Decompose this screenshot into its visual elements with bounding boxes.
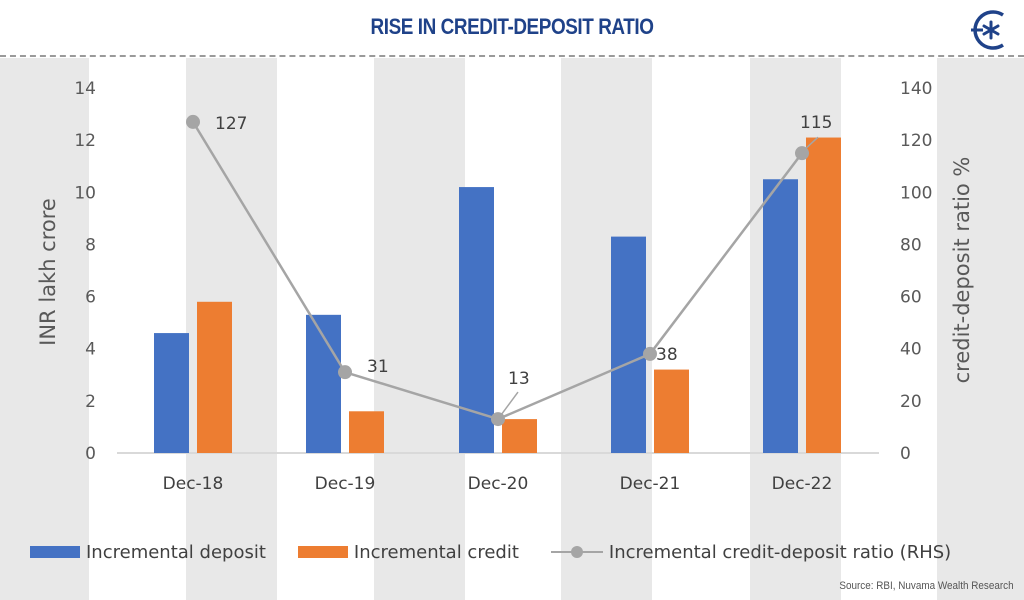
left-tick-label: 0 [85,444,96,464]
category-label: Dec-21 [620,474,681,494]
category-label: Dec-20 [468,474,529,494]
legend-label-deposit: Incremental deposit [86,541,266,563]
legend-label-ratio: Incremental credit-deposit ratio (RHS) [608,541,952,563]
ratio-data-label: 127 [215,114,247,134]
left-axis-ticks: 0 2 4 6 8 10 12 14 [74,79,96,464]
right-tick-label: 80 [900,235,922,255]
bar-credit [502,419,537,453]
left-tick-label: 10 [74,183,96,203]
ratio-data-label: 115 [800,113,832,133]
bar-credit [197,301,232,453]
left-tick-label: 14 [74,79,96,99]
right-tick-label: 20 [900,392,922,412]
bar-credit [654,369,689,453]
bar-deposit [611,236,646,453]
right-axis-ticks: 0 20 40 60 80 100 120 140 [900,79,932,464]
deposit-swatch-icon [30,546,80,558]
ratio-data-label: 13 [508,369,530,389]
legend-item-deposit: Incremental deposit [30,542,266,563]
header: RISE IN CREDIT-DEPOSIT RATIO [0,0,1024,57]
category-label: Dec-18 [163,474,224,494]
bar-credit [349,411,384,453]
ratio-data-label: 31 [367,357,389,377]
ratio-marker [795,146,809,161]
header-divider [0,55,1024,57]
right-tick-label: 100 [900,183,932,203]
ratio-line: 127 31 13 38 115 [186,113,832,427]
bar-deposit [154,333,189,453]
bar-credit [806,137,841,454]
left-tick-label: 6 [85,288,96,308]
right-tick-label: 0 [900,444,911,464]
ratio-marker [491,412,505,427]
ratio-marker [643,346,657,361]
legend: Incremental deposit Incremental credit I… [30,541,983,563]
category-labels: Dec-18 Dec-19 Dec-20 Dec-21 Dec-22 [163,474,833,494]
category-label: Dec-22 [772,474,833,494]
left-tick-label: 4 [85,340,96,360]
ratio-data-label: 38 [656,345,678,365]
left-tick-label: 12 [74,131,96,151]
page-title: RISE IN CREDIT-DEPOSIT RATIO [370,14,654,39]
nuvama-logo-icon [971,10,1004,50]
right-tick-label: 40 [900,340,922,360]
ratio-marker [338,365,352,380]
legend-label-credit: Incremental credit [353,541,519,563]
category-label: Dec-19 [315,474,376,494]
bars [154,137,841,454]
bar-deposit [763,179,798,453]
right-tick-label: 120 [900,131,932,151]
right-tick-label: 140 [900,79,932,99]
left-tick-label: 8 [85,235,96,255]
source-note: Source: RBI, Nuvama Wealth Research [839,580,1014,592]
left-tick-label: 2 [85,392,96,412]
left-axis-title: INR lakh crore [36,198,60,346]
legend-item-ratio: Incremental credit-deposit ratio (RHS) [550,541,952,563]
ratio-marker [186,114,200,129]
legend-item-credit: Incremental credit [297,541,519,563]
right-tick-label: 60 [900,288,922,308]
credit-swatch-icon [297,546,348,558]
right-axis-title: credit-deposit ratio % [950,156,974,384]
ratio-line-marker-icon [550,544,603,560]
